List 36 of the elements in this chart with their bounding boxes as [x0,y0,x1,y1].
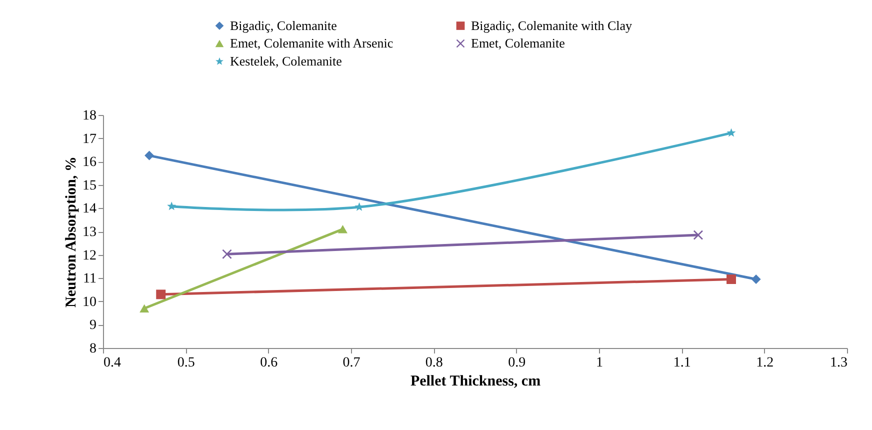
y-tick-label: 16 [82,155,96,170]
y-tick-label: 11 [83,272,96,287]
x-tick-label: 0.4 [104,356,121,370]
x-tick-label: 0.6 [260,356,278,370]
point [156,290,166,300]
y-axis-title: Neutron Absorption, % [64,156,80,308]
y-tick-label: 18 [82,108,96,124]
y-tick-label: 9 [90,318,96,334]
x-tick-label: 0.9 [508,356,526,370]
x-tick-label: 1.3 [830,356,848,370]
point [726,128,736,137]
legend-label: Emet, Colemanite with Arsenic [230,36,394,50]
y-tick-label: 14 [82,202,96,217]
x-tick-label: 0.8 [425,356,443,370]
x-tick-label: 0.5 [177,356,195,370]
point [693,230,703,240]
x-tick-label: 1 [596,356,603,370]
legend-label: Bigadiç, Colemanite [230,18,338,33]
x-tick-label: 1.1 [673,356,691,370]
point [144,150,154,160]
point [222,249,232,259]
legend-label: Kestelek, Colemanite [230,54,342,68]
point [726,274,736,284]
y-tick-label: 10 [82,294,96,310]
y-tick-label: 17 [82,132,96,147]
y-tick-label: 8 [90,342,96,356]
point [751,274,761,284]
legend-label: Emet, Colemanite [471,36,566,50]
x-tick-label: 1.2 [756,356,774,370]
x-axis-title: Pellet Thickness, cm [410,374,542,390]
legend-label: Bigadiç, Colemanite with Clay [471,18,633,33]
y-tick-label: 12 [82,248,96,264]
y-tick-label: 15 [82,178,96,194]
x-tick-label: 0.7 [342,356,360,370]
y-tick-label: 13 [82,225,96,240]
point [167,202,176,210]
